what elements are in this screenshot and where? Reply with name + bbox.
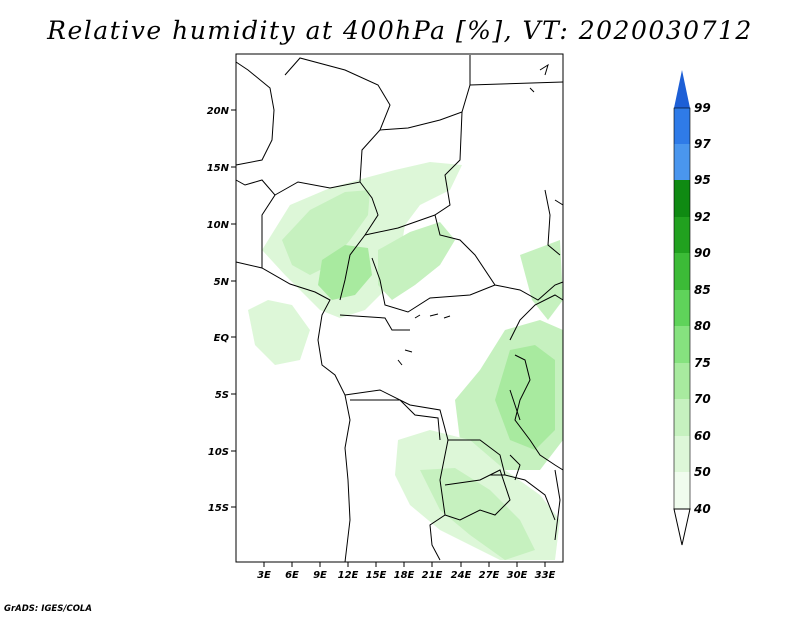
lon-label-3e: 3E bbox=[257, 570, 271, 581]
lon-label-33e: 33E bbox=[535, 570, 556, 581]
lat-label-10s: 10S bbox=[208, 447, 229, 458]
colorbar-segment-70-75 bbox=[674, 363, 690, 399]
lat-label-10n: 10N bbox=[207, 220, 230, 231]
colorbar-label-50: 50 bbox=[694, 465, 711, 479]
lat-label-15n: 15N bbox=[207, 163, 230, 174]
colorbar-bottom-triangle bbox=[673, 508, 691, 546]
map-title: Relative humidity at 400hPa [%], VT: 202… bbox=[47, 16, 753, 45]
colorbar-label-97: 97 bbox=[694, 137, 711, 151]
lon-label-27e: 27E bbox=[479, 570, 500, 581]
latitude-axis bbox=[231, 109, 236, 508]
colorbar-label-95: 95 bbox=[694, 173, 711, 187]
longitude-labels: 3E 6E 9E 12E 15E 18E 21E 24E 27E 30E 33E bbox=[257, 570, 555, 581]
colorbar-segment-40-50 bbox=[674, 472, 690, 509]
colorbar-label-99: 99 bbox=[694, 101, 711, 115]
colorbar-segment-80-85 bbox=[674, 290, 690, 326]
colorbar-segment-85-90 bbox=[674, 253, 690, 290]
colorbar-label-70: 70 bbox=[694, 392, 711, 406]
colorbar-outline bbox=[673, 107, 691, 510]
lon-label-24e: 24E bbox=[451, 570, 472, 581]
colorbar-segment-75-80 bbox=[674, 326, 690, 363]
colorbar-top-triangle bbox=[674, 70, 690, 108]
lon-label-12e: 12E bbox=[338, 570, 359, 581]
longitude-axis bbox=[263, 562, 546, 567]
lat-label-5s: 5S bbox=[215, 390, 229, 401]
colorbar bbox=[673, 70, 691, 546]
lon-label-6e: 6E bbox=[285, 570, 299, 581]
colorbar-labels: 99 97 95 92 90 85 80 75 70 60 50 40 bbox=[693, 101, 711, 516]
humidity-shading bbox=[248, 162, 563, 560]
grads-credit: GrADS: IGES/COLA bbox=[4, 604, 92, 614]
colorbar-label-60: 60 bbox=[694, 429, 711, 443]
lon-label-15e: 15E bbox=[366, 570, 387, 581]
lon-label-30e: 30E bbox=[507, 570, 528, 581]
colorbar-segment-97-99 bbox=[674, 108, 690, 144]
lon-label-21e: 21E bbox=[422, 570, 443, 581]
colorbar-label-75: 75 bbox=[694, 356, 711, 370]
colorbar-segment-90-92 bbox=[674, 217, 690, 253]
lat-label-20n: 20N bbox=[207, 106, 230, 117]
colorbar-segment-92-95 bbox=[674, 180, 690, 217]
colorbar-label-80: 80 bbox=[694, 319, 711, 333]
map-frame bbox=[235, 53, 564, 563]
lat-label-eq: EQ bbox=[214, 333, 230, 344]
colorbar-label-92: 92 bbox=[694, 210, 711, 224]
colorbar-label-40: 40 bbox=[693, 502, 711, 516]
lat-label-5n: 5N bbox=[214, 277, 230, 288]
latitude-labels: 20N 15N 10N 5N EQ 5S 10S 15S bbox=[207, 106, 230, 514]
lon-label-9e: 9E bbox=[313, 570, 327, 581]
colorbar-label-90: 90 bbox=[694, 246, 711, 260]
colorbar-segment-60-70 bbox=[674, 399, 690, 436]
country-borders bbox=[235, 55, 564, 563]
colorbar-segment-95-97 bbox=[674, 144, 690, 180]
colorbar-label-85: 85 bbox=[694, 283, 711, 297]
lon-label-18e: 18E bbox=[394, 570, 415, 581]
lat-label-15s: 15S bbox=[208, 503, 229, 514]
colorbar-segment-50-60 bbox=[674, 436, 690, 472]
